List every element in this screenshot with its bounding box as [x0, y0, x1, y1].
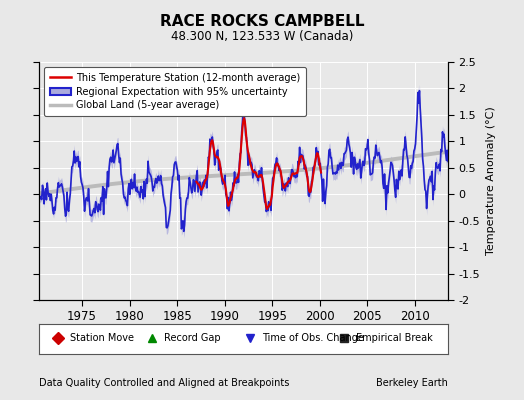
Text: Station Move: Station Move	[70, 334, 134, 343]
Text: Record Gap: Record Gap	[164, 334, 221, 343]
Text: Data Quality Controlled and Aligned at Breakpoints: Data Quality Controlled and Aligned at B…	[39, 378, 290, 388]
Legend: This Temperature Station (12-month average), Regional Expectation with 95% uncer: This Temperature Station (12-month avera…	[44, 67, 307, 116]
Text: RACE ROCKS CAMPBELL: RACE ROCKS CAMPBELL	[160, 14, 364, 29]
Text: Time of Obs. Change: Time of Obs. Change	[262, 334, 364, 343]
Y-axis label: Temperature Anomaly (°C): Temperature Anomaly (°C)	[486, 107, 496, 255]
Text: 48.300 N, 123.533 W (Canada): 48.300 N, 123.533 W (Canada)	[171, 30, 353, 43]
Text: Berkeley Earth: Berkeley Earth	[376, 378, 448, 388]
Text: Empirical Break: Empirical Break	[356, 334, 433, 343]
